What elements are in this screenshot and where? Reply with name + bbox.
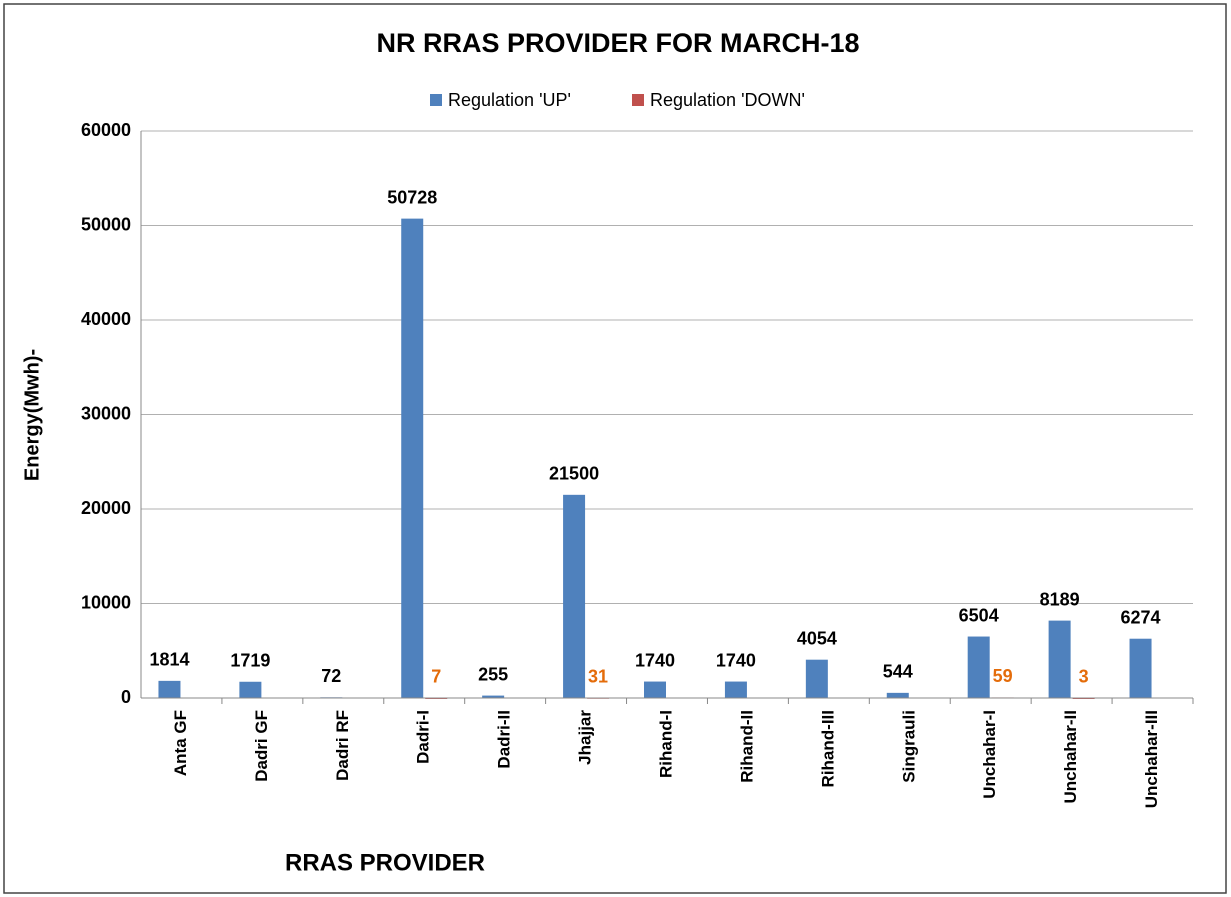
x-tick-label: Rihand-III	[818, 710, 837, 787]
y-tick-label: 40000	[81, 309, 131, 329]
bar	[401, 218, 424, 698]
bar	[239, 681, 262, 698]
legend-swatch	[632, 94, 644, 106]
value-label: 1814	[149, 650, 189, 670]
x-tick-label: Rihand-I	[656, 710, 675, 778]
y-axis-label: Energy(Mwh)-	[21, 349, 43, 481]
x-tick-label: Dadri-I	[414, 710, 433, 764]
value-label: 6504	[959, 605, 999, 625]
value-label: 3	[1079, 667, 1089, 687]
value-label: 59	[993, 666, 1013, 686]
bar	[967, 636, 990, 698]
legend-label: Regulation 'UP'	[448, 90, 571, 110]
bar	[724, 681, 747, 698]
value-label: 4054	[797, 628, 837, 648]
bar	[644, 681, 666, 698]
y-tick-label: 60000	[81, 120, 131, 140]
value-label: 50728	[387, 187, 437, 207]
value-label: 6274	[1121, 607, 1161, 627]
x-axis-label: RRAS PROVIDER	[285, 849, 485, 876]
legend-swatch	[430, 94, 442, 106]
y-tick-label: 50000	[81, 214, 131, 234]
bar	[158, 680, 181, 698]
chart-title: NR RRAS PROVIDER FOR MARCH-18	[376, 28, 859, 58]
value-label: 31	[588, 666, 608, 686]
x-tick-label: Dadri-II	[495, 710, 514, 769]
chart-frame	[3, 3, 1227, 894]
y-tick-label: 30000	[81, 403, 131, 423]
value-label: 255	[478, 664, 508, 684]
x-tick-label: Jhajjar	[576, 710, 595, 765]
bar	[1129, 638, 1152, 698]
value-label: 544	[883, 662, 913, 682]
x-tick-label: Rihand-II	[737, 710, 756, 783]
bar	[805, 659, 828, 698]
bar	[482, 695, 505, 698]
x-tick-label: Unchahar-II	[1061, 710, 1080, 804]
value-label: 8189	[1040, 589, 1080, 609]
x-tick-label: Unchahar-I	[980, 710, 999, 799]
bar	[1048, 620, 1071, 698]
y-tick-label: 0	[121, 687, 131, 707]
value-label: 7	[431, 667, 441, 687]
x-tick-label: Unchahar-III	[1142, 710, 1161, 808]
x-tick-label: Singrauli	[899, 710, 918, 783]
y-tick-label: 20000	[81, 498, 131, 518]
x-tick-label: Anta GF	[171, 710, 190, 776]
value-label: 21500	[549, 464, 599, 484]
value-label: 1740	[716, 650, 756, 670]
x-tick-label: Dadri GF	[252, 710, 271, 782]
value-label: 1719	[230, 651, 270, 671]
legend-label: Regulation 'DOWN'	[650, 90, 805, 110]
value-label: 72	[321, 666, 341, 686]
bar	[563, 494, 586, 698]
bar	[886, 692, 909, 698]
y-tick-label: 10000	[81, 592, 131, 612]
x-tick-label: Dadri RF	[333, 710, 352, 781]
value-label: 1740	[635, 650, 675, 670]
